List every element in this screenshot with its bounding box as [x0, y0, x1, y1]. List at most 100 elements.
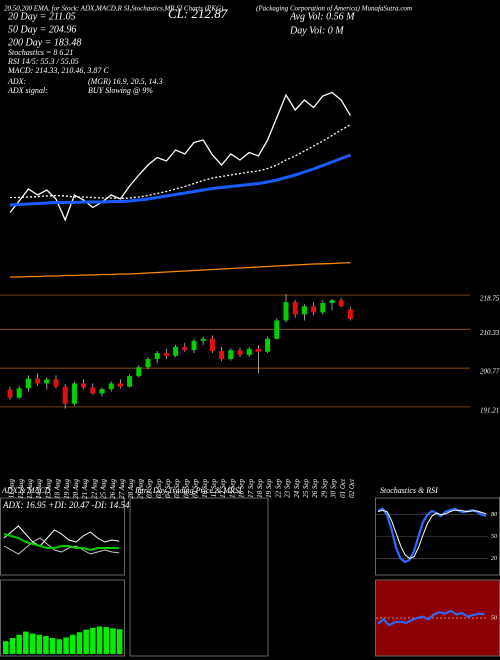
line — [377, 509, 487, 559]
line — [3, 525, 120, 547]
candle-body — [108, 383, 114, 390]
macd-frame — [0, 579, 125, 657]
x-tick-label: 30 Sep — [330, 479, 338, 499]
x-tick-label: 26 Aug — [109, 479, 117, 499]
candle-body — [71, 383, 77, 404]
candle-body — [35, 378, 41, 384]
macd-bar — [70, 634, 76, 654]
x-tick-label: 15 Sep — [228, 479, 236, 498]
x-tick-label: 29 Aug — [136, 479, 144, 499]
candle-body — [292, 302, 298, 315]
y-tick-label: 218.75 — [480, 295, 500, 303]
x-tick-label: 18 Aug — [54, 479, 62, 499]
candle-body — [25, 378, 31, 389]
macd-bar — [23, 631, 29, 654]
avg-volume: Avg Vol: 0.56 M — [289, 11, 355, 22]
y-tick-label: 80 — [491, 512, 497, 518]
y-tick-label: 200.77 — [480, 368, 500, 376]
candle-body — [255, 348, 261, 352]
candle-body — [127, 376, 133, 387]
candle-body — [62, 386, 68, 404]
x-tick-label: 01 Oct — [339, 478, 347, 498]
x-tick-label: 19 Aug — [63, 479, 71, 499]
macd-bar — [103, 627, 109, 654]
macd-bar — [43, 636, 49, 654]
y-tick-label: 191.21 — [480, 407, 499, 415]
x-tick-label: 19 Sep — [265, 479, 273, 498]
adx-frame — [0, 497, 125, 576]
macd-bar — [49, 638, 56, 654]
stat: Stochastics = 8 6.21 — [8, 48, 73, 57]
panel-title: Intra Day Trading Price & MRSI — [134, 486, 242, 495]
x-tick-label: 22 Aug — [90, 479, 98, 499]
stat: 50 Day = 204.96 — [8, 24, 76, 35]
x-tick-label: 29 Sep — [320, 479, 328, 498]
candle-body — [274, 320, 280, 339]
candle-body — [301, 306, 307, 315]
line — [3, 533, 120, 552]
day-volume: Day Vol: 0 M — [289, 25, 344, 36]
macd-bar — [83, 629, 89, 654]
macd-bar — [16, 634, 22, 654]
x-tick-label: 20 Aug — [72, 479, 80, 499]
x-tick-label: 03 Sep — [155, 479, 163, 498]
adx-signal-label: ADX signal: — [7, 86, 48, 95]
candle-body — [209, 338, 215, 351]
x-tick-label: 12 Aug — [17, 479, 25, 499]
intraday-frame — [129, 497, 269, 657]
candle-body — [145, 359, 151, 368]
candle-body — [173, 346, 179, 356]
y-tick-label: 210.33 — [480, 329, 500, 337]
y-tick-label: 50 — [491, 615, 497, 621]
x-tick-label: 16 Sep — [238, 479, 246, 498]
x-tick-label: 25 Aug — [100, 479, 108, 499]
y-tick-label: 20 — [491, 556, 497, 562]
x-tick-label: 28 Aug — [127, 479, 135, 499]
stat: MACD: 214.33, 210.46, 3.87 C — [7, 66, 109, 75]
x-tick-label: 11 Aug — [8, 479, 16, 499]
adx-signal: BUY Slowing @ 9% — [88, 86, 153, 95]
x-tick-label: 21 Aug — [81, 479, 89, 499]
line — [10, 261, 351, 278]
candle-body — [7, 389, 13, 398]
candle-body — [154, 352, 160, 360]
stat: RSI 14/5: 55.3 / 55.05 — [7, 57, 79, 66]
x-tick-label: 12 Sep — [219, 479, 227, 498]
macd-bar — [90, 627, 96, 654]
macd-bar — [9, 638, 16, 654]
candle-body — [283, 302, 289, 321]
stat: 200 Day = 183.48 — [8, 37, 81, 48]
candle-body — [347, 309, 353, 319]
x-tick-label: 08 Sep — [182, 479, 190, 498]
macd-bar — [29, 633, 36, 654]
macd-bar — [76, 632, 83, 654]
candle-body — [320, 303, 326, 313]
candle-body — [99, 389, 105, 394]
x-tick-label: 14 Aug — [35, 479, 43, 499]
candle-body — [219, 350, 225, 360]
candle-body — [182, 346, 188, 351]
x-tick-label: 26 Sep — [311, 479, 319, 498]
candle-body — [136, 367, 142, 377]
macd-bar — [110, 628, 116, 654]
macd-bar — [116, 629, 123, 654]
panel-title: Stochastics & RSI — [380, 486, 438, 495]
candle-body — [237, 350, 243, 355]
line — [3, 537, 120, 555]
candle-body — [338, 300, 344, 307]
line — [377, 609, 485, 627]
candle-body — [265, 338, 271, 352]
y-tick-label: 50 — [491, 534, 497, 540]
candle-body — [53, 379, 59, 387]
x-tick-label: 22 Sep — [274, 479, 282, 498]
candle-body — [311, 306, 317, 313]
x-tick-label: 27 Aug — [118, 479, 126, 499]
macd-bar — [3, 641, 9, 654]
x-tick-label: 15 Aug — [44, 479, 52, 499]
x-tick-label: 13 Aug — [26, 479, 34, 499]
macd-bar — [56, 639, 63, 654]
panel-note: ADX: 16.95 +DI: 20.47 -DI: 14.54 — [2, 500, 130, 510]
x-tick-label: 09 Sep — [192, 479, 200, 498]
candle-body — [117, 383, 123, 387]
stat: 20 Day = 211.05 — [8, 11, 76, 22]
